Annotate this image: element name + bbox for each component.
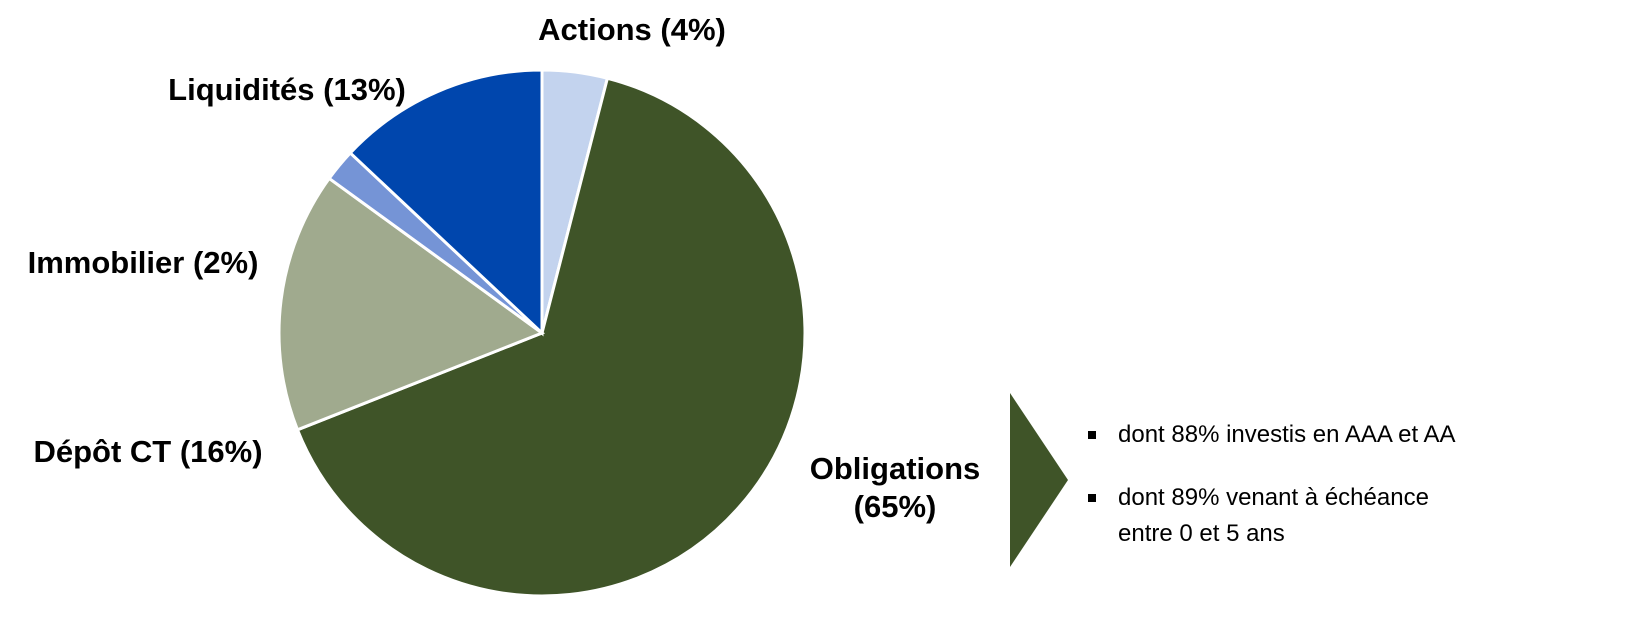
slice-label: Dépôt CT (16%) [33,434,263,469]
pie-slice [295,76,807,598]
note: dont 88% investis en AAA et AA [1088,417,1538,453]
slice-label: Actions (4%) [538,12,726,47]
slice-label: Obligations (65%) [809,451,981,524]
pie-slice [277,176,546,432]
note: dont 89% venant à échéance entre 0 et 5 … [1088,480,1448,552]
slice-label: Liquidités (13%) [168,72,406,107]
arrow [1010,393,1068,567]
pie-slice [348,68,544,337]
slice-label: Immobilier (2%) [27,245,259,280]
